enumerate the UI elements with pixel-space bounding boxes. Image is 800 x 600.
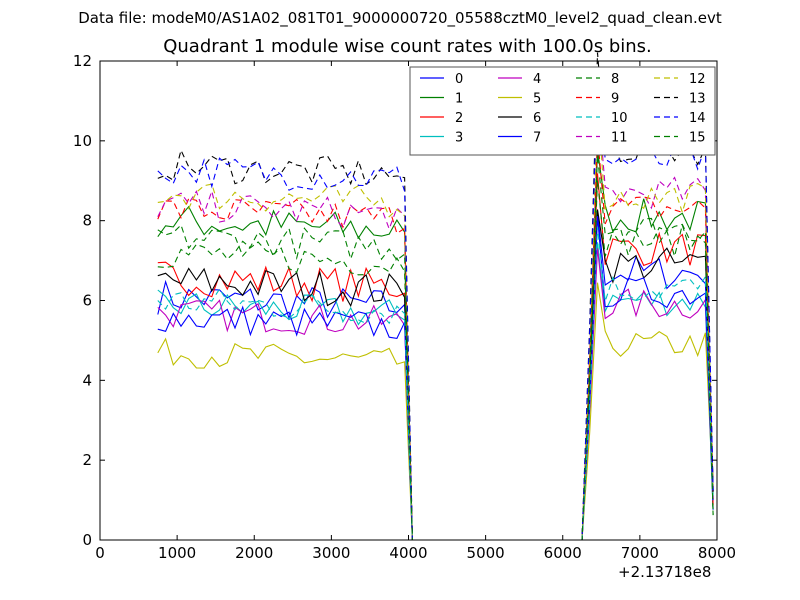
series-3-line [157,242,714,541]
series-11-line [157,94,714,541]
series-layer [157,52,714,541]
series-8-line [157,180,714,541]
series-13-line [157,52,714,541]
x-tick-label: 3000 [312,544,350,562]
x-tick-label: 1000 [158,544,196,562]
y-tick-label: 12 [73,52,92,70]
legend-label-5: 5 [533,92,541,107]
series-5-line [157,282,714,541]
x-tick-label: 0 [95,544,105,562]
x-tick-label: 5000 [467,544,505,562]
series-6-line [157,209,714,541]
series-9-line [157,135,714,541]
y-tick-label: 6 [82,292,92,310]
legend-box [409,66,716,156]
axes-layer: 0 1000 2000 3000 4000 5000 6000 7000 80000246810… [73,52,736,562]
x-tick-label: 7000 [621,544,659,562]
legend-label-0: 0 [455,72,463,87]
legend-label-11: 11 [611,131,628,146]
legend-label-15: 15 [689,131,706,146]
legend-label-7: 7 [533,131,541,146]
x-tick-label: 2000 [235,544,273,562]
series-7-line [157,216,714,541]
series-10-line [157,226,714,541]
x-tick-label: 6000 [544,544,582,562]
series-2-line [157,173,714,541]
legend-label-4: 4 [533,72,541,87]
y-tick-label: 8 [82,212,92,230]
legend-label-10: 10 [611,111,628,126]
series-15-line [157,154,714,541]
legend-label-2: 2 [455,111,463,126]
y-tick-label: 0 [82,531,92,549]
legend-label-6: 6 [533,111,541,126]
x-axis-offset-label: +2.13718e8 [618,563,712,581]
y-tick-label: 2 [82,451,92,469]
chart-title: Quadrant 1 module wise count rates with … [163,36,652,57]
legend-label-13: 13 [689,92,706,107]
y-tick-label: 4 [82,371,92,389]
legend-label-8: 8 [611,72,619,87]
x-tick-label: 4000 [389,544,427,562]
legend-label-12: 12 [689,72,706,87]
series-0-line [157,211,714,541]
legend-label-1: 1 [455,92,463,107]
figure-suptitle: Data file: modeM0/AS1A02_081T01_90000007… [78,9,722,27]
series-4-line [157,248,714,541]
legend-label-14: 14 [689,111,706,126]
x-tick-label: 8000 [698,544,736,562]
legend-label-3: 3 [455,131,463,146]
y-tick-label: 10 [73,132,92,150]
legend-label-9: 9 [611,92,619,107]
